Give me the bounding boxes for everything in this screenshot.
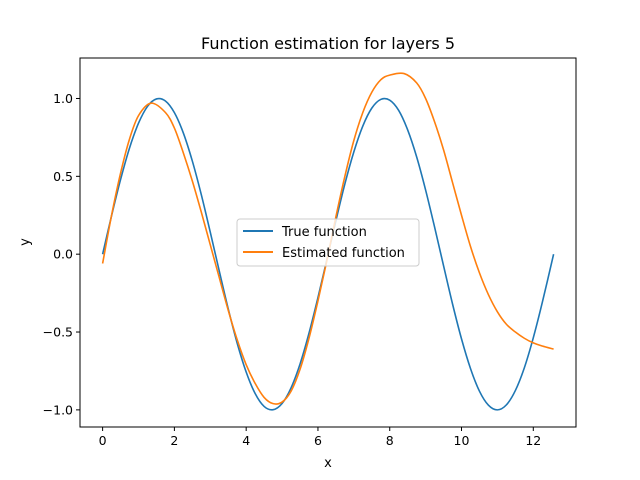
legend-label-estimated-function: Estimated function bbox=[282, 246, 405, 261]
x-tick-label: 2 bbox=[170, 433, 178, 448]
x-tick-label: 10 bbox=[454, 433, 470, 448]
x-tick-label: 12 bbox=[525, 433, 541, 448]
x-axis-label: x bbox=[324, 456, 332, 471]
legend-box bbox=[236, 218, 420, 267]
legend-label-true-function: True function bbox=[281, 225, 367, 240]
x-tick-label: 4 bbox=[242, 433, 250, 448]
y-tick-label: −1.0 bbox=[43, 402, 73, 417]
y-axis-label: y bbox=[18, 238, 33, 246]
x-tick-label: 6 bbox=[314, 433, 322, 448]
y-tick-label: −0.5 bbox=[43, 325, 73, 340]
y-tick-label: 1.0 bbox=[53, 91, 73, 106]
chart-title: Function estimation for layers 5 bbox=[201, 34, 455, 53]
plot-frame bbox=[79, 57, 577, 428]
x-axis-ticks: 0 2 4 6 8 10 12 bbox=[99, 427, 541, 448]
x-tick-label: 8 bbox=[386, 433, 394, 448]
y-axis-ticks: −1.0 −0.5 0.0 0.5 1.0 bbox=[43, 91, 80, 417]
x-tick-label: 0 bbox=[99, 433, 107, 448]
legend: True function Estimated function bbox=[236, 218, 420, 267]
y-tick-label: 0.5 bbox=[53, 169, 73, 184]
y-tick-label: 0.0 bbox=[53, 247, 73, 262]
